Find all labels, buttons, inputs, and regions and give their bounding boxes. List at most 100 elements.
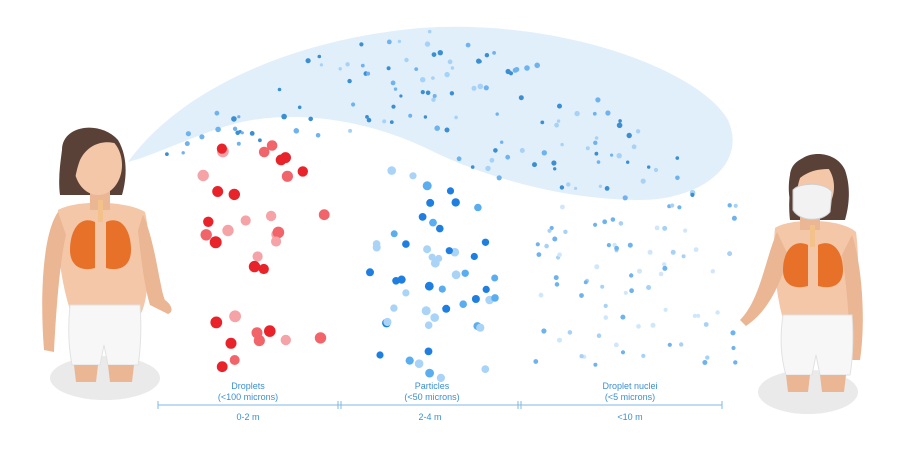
particle-dot	[446, 187, 455, 195]
cloud-dot	[493, 148, 498, 153]
cloud-dot	[566, 182, 571, 187]
cloud-dot	[477, 83, 484, 90]
particle-dot	[636, 324, 641, 329]
cloud-dot	[432, 94, 437, 98]
particle-dot	[596, 333, 602, 339]
particle-dot	[579, 293, 584, 298]
particle-dot	[402, 289, 410, 297]
cloud-dot	[347, 78, 352, 84]
cloud-dot	[505, 154, 511, 160]
particle-dot	[536, 252, 542, 257]
particle-dot	[428, 253, 436, 261]
particle-dot	[681, 254, 686, 259]
cloud-dot	[596, 160, 601, 164]
cloud-dot	[181, 151, 185, 155]
particle-dot	[670, 203, 675, 208]
cloud-dot	[427, 29, 432, 34]
particle-dot	[366, 268, 374, 277]
particle-dot	[430, 258, 440, 268]
particle-dot	[387, 166, 397, 175]
cloud-dot	[420, 77, 426, 83]
cloud-dot	[315, 133, 321, 138]
particle-dot	[222, 224, 234, 237]
particle-dot	[629, 273, 634, 278]
cloud-dot	[232, 126, 238, 131]
particle-dot	[627, 242, 633, 248]
particle-dot	[557, 252, 562, 257]
cloud-dot	[431, 52, 437, 57]
particle-dot	[667, 342, 672, 347]
cloud-dot	[534, 62, 540, 69]
cloud-dot	[338, 67, 342, 71]
particle-dot	[297, 166, 308, 177]
cloud-dot	[574, 110, 580, 117]
cloud-dot	[235, 130, 240, 136]
particle-dot	[203, 216, 214, 227]
particle-dot	[390, 230, 398, 238]
cloud-dot	[454, 115, 458, 120]
particle-dot	[390, 304, 398, 312]
cloud-dot	[551, 160, 557, 166]
cloud-dot	[308, 116, 314, 122]
particle-dot	[197, 169, 209, 182]
particle-dot	[552, 236, 558, 242]
particle-dot	[554, 282, 560, 287]
droplet-nuclei-label: Droplet nuclei (<5 microns)	[570, 381, 690, 403]
particle-dot	[662, 262, 667, 267]
particle-dot	[409, 172, 417, 180]
cloud-dot	[598, 184, 603, 188]
cloud-dot	[594, 151, 599, 156]
particle-dot	[538, 292, 544, 298]
cloud-dot	[500, 140, 504, 144]
cloud-dot	[397, 39, 402, 44]
cloud-dot	[541, 150, 547, 156]
cloud-dot	[444, 127, 450, 133]
cloud-dot	[444, 71, 450, 78]
particle-dot	[451, 198, 460, 207]
particle-dot	[533, 359, 539, 364]
lungs-icon	[783, 225, 843, 288]
cloud-dot	[165, 152, 169, 157]
cloud-dot	[386, 39, 392, 45]
particle-dot	[650, 322, 656, 328]
particle-dot	[240, 215, 251, 226]
particle-dot	[476, 323, 485, 332]
particle-dot	[600, 284, 605, 289]
cloud-dot	[281, 113, 287, 120]
cloud-dot	[214, 110, 220, 116]
particle-dot	[436, 373, 445, 382]
cloud-dot	[425, 90, 431, 96]
cloud-dot	[424, 41, 431, 47]
droplet-nuclei-dots	[533, 203, 738, 367]
particle-dot	[275, 154, 287, 166]
particle-dot	[414, 359, 424, 369]
cloud-dot	[553, 167, 557, 171]
cloud-dot	[258, 138, 262, 143]
particle-dot	[376, 351, 384, 359]
particle-dot	[610, 217, 616, 222]
cloud-dot	[399, 94, 403, 98]
particle-dot	[733, 360, 738, 365]
particle-dot	[727, 251, 733, 257]
particle-dot	[613, 342, 619, 348]
cloud-dot	[594, 136, 599, 140]
cloud-dot	[626, 132, 632, 139]
particle-dot	[229, 355, 240, 365]
particle-dot	[710, 269, 715, 274]
cloud-dot	[485, 165, 491, 172]
particle-dot	[733, 203, 738, 208]
particle-dot	[264, 325, 276, 337]
particle-dot	[646, 285, 652, 290]
particle-dot	[693, 247, 699, 253]
cloud-dot	[319, 63, 323, 67]
particle-dot	[727, 203, 732, 208]
cloud-dot	[556, 119, 561, 123]
distance-particles: 2-4 m	[418, 412, 442, 422]
particle-dot	[663, 307, 668, 312]
particle-dot	[430, 313, 440, 322]
cloud-dot	[184, 141, 190, 147]
particle-dot	[602, 219, 608, 225]
cloud-dot	[240, 131, 244, 135]
person-left	[42, 127, 172, 400]
cloud-dot	[305, 58, 311, 64]
